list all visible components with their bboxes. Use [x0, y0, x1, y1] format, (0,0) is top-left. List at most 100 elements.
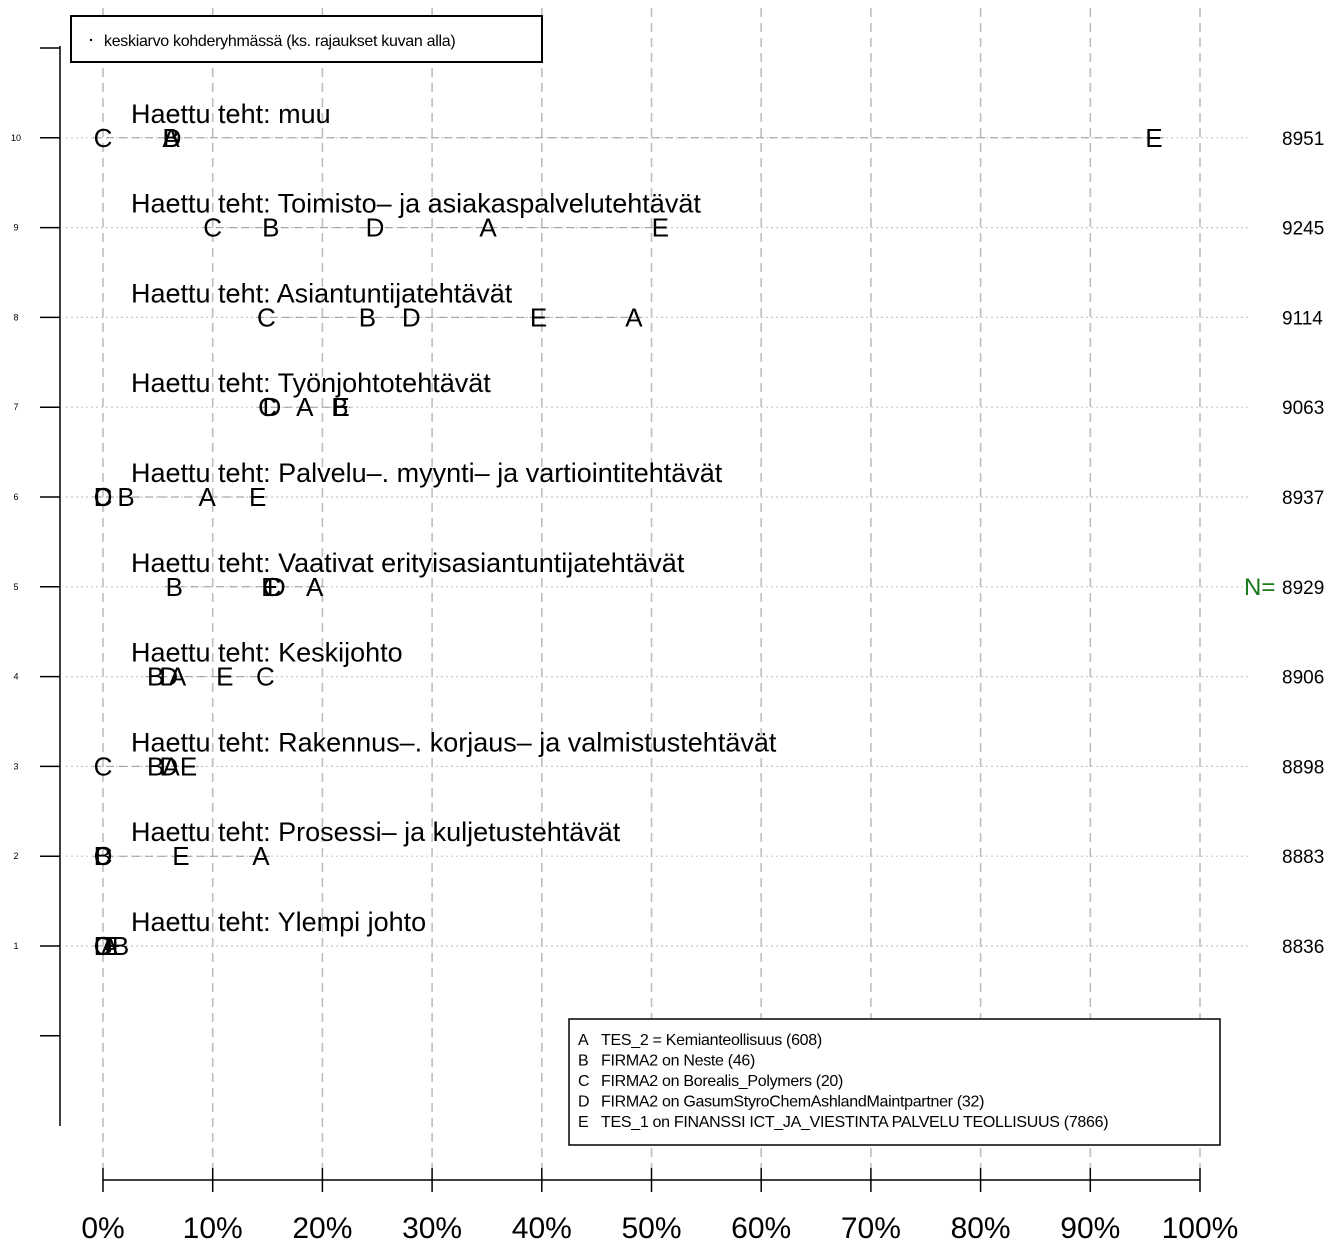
- category-title: Haettu teht: Keskijohto: [131, 638, 403, 668]
- marker-d: D: [263, 392, 282, 422]
- marker-a: A: [306, 572, 324, 602]
- category-title: Haettu teht: muu: [131, 99, 331, 129]
- legend-label: TES_2 = Kemianteollisuus (608): [601, 1032, 822, 1049]
- marker-c: C: [263, 572, 282, 602]
- marker-d: D: [402, 302, 421, 332]
- category-title: Haettu teht: Vaativat erityisasiantuntij…: [131, 548, 685, 578]
- marker-c: C: [94, 123, 113, 153]
- legend: A TES_2 = Kemianteollisuus (608) B FIRMA2 o…: [568, 1018, 1221, 1146]
- marker-a: A: [101, 931, 119, 961]
- n-value: 8883: [1282, 847, 1324, 868]
- n-value: 8937: [1282, 488, 1324, 509]
- n-value: 9114: [1282, 308, 1323, 329]
- category-title: Haettu teht: Palvelu–. myynti– ja vartio…: [131, 458, 723, 488]
- y-tick-label: 3: [13, 761, 18, 771]
- marker-b: B: [94, 841, 111, 871]
- legend-key: B: [578, 1053, 588, 1070]
- category-title: Haettu teht: Asiantuntijatehtävät: [131, 278, 513, 308]
- n-value: 9245: [1282, 219, 1324, 240]
- legend-key: A: [578, 1032, 589, 1049]
- category-title: Haettu teht: Toimisto– ja asiakaspalvelu…: [131, 189, 701, 219]
- y-tick-label: 10: [11, 133, 21, 143]
- top-legend-text: keskiarvo kohderyhmässä (ks. rajaukset k…: [104, 33, 455, 50]
- n-values: 8951 9245 9114 9063 8937 8929 N= 8906 8898 8883 88…: [1244, 129, 1324, 958]
- marker-e: E: [172, 841, 189, 871]
- x-tick-label: 40%: [512, 1212, 572, 1240]
- marker-a: A: [169, 662, 187, 692]
- legend-box: [568, 1018, 1221, 1146]
- marker-e: E: [652, 213, 669, 243]
- marker-e: E: [530, 302, 547, 332]
- marker-c: C: [94, 931, 113, 961]
- marker-e: E: [216, 662, 233, 692]
- marker-b: B: [331, 392, 348, 422]
- n-value: 9063: [1282, 398, 1324, 419]
- marker-c: C: [203, 213, 222, 243]
- grid: [66, 8, 1248, 1168]
- category-titles: Haettu teht: muu Haettu teht: Toimisto– j…: [131, 99, 777, 937]
- n-value: 8929: [1282, 578, 1324, 599]
- y-tick-label: 4: [13, 672, 18, 682]
- marker-a: A: [296, 392, 314, 422]
- marker-d: D: [267, 572, 286, 602]
- marker-a: A: [199, 482, 217, 512]
- top-legend: keskiarvo kohderyhmässä (ks. rajaukset k…: [70, 15, 543, 63]
- marker-d: D: [94, 841, 113, 871]
- marker-a: A: [479, 213, 497, 243]
- category-title: Haettu teht: Ylempi johto: [131, 907, 426, 937]
- x-tick-label: 0%: [81, 1212, 124, 1240]
- marker-e: E: [261, 572, 278, 602]
- marker-b: B: [166, 572, 183, 602]
- legend-label: FIRMA2 on GasumStyroChemAshlandMaintpart…: [601, 1094, 984, 1111]
- marker-c: C: [94, 751, 113, 781]
- marker-d: D: [159, 751, 178, 781]
- x-tick-label: 80%: [951, 1212, 1011, 1240]
- legend-label: TES_1 on FINANSSI ICT_JA_VIESTINTA PALVE…: [601, 1114, 1108, 1131]
- y-tick-label: 1: [13, 941, 18, 951]
- marker-d: D: [94, 482, 113, 512]
- category-title: Haettu teht: Rakennus–. korjaus– ja valm…: [131, 727, 777, 757]
- marker-b: B: [359, 302, 376, 332]
- marker-d: D: [94, 931, 113, 961]
- x-tick-label: 10%: [183, 1212, 243, 1240]
- mean-dot-icon: [89, 38, 93, 42]
- n-value: 8906: [1282, 668, 1324, 689]
- marker-d: D: [366, 213, 385, 243]
- marker-b: B: [262, 213, 279, 243]
- marker-e: E: [249, 482, 266, 512]
- marker-a: A: [162, 751, 180, 781]
- x-tick-label: 90%: [1060, 1212, 1120, 1240]
- legend-label: FIRMA2 on Borealis_Polymers (20): [601, 1073, 843, 1090]
- x-tick-label: 50%: [621, 1212, 681, 1240]
- x-tick-label: 100%: [1162, 1212, 1239, 1240]
- y-tick-label: 5: [13, 582, 18, 592]
- marker-d: D: [159, 662, 178, 692]
- marker-d: D: [163, 123, 182, 153]
- y-tick-label: 9: [13, 223, 18, 233]
- marker-c: C: [94, 841, 113, 871]
- marker-b: B: [117, 482, 134, 512]
- marker-e: E: [332, 392, 349, 422]
- marker-c: C: [258, 392, 277, 422]
- x-tick-label: 70%: [841, 1212, 901, 1240]
- category-title: Haettu teht: Prosessi– ja kuljetustehtäv…: [131, 817, 621, 847]
- marker-c: C: [94, 482, 113, 512]
- y-tick-label: 7: [13, 402, 18, 412]
- marker-b: B: [147, 751, 164, 781]
- n-value: 8898: [1282, 757, 1324, 778]
- legend-key: C: [578, 1073, 589, 1090]
- x-tick-label: 60%: [731, 1212, 791, 1240]
- y-tick-label: 2: [13, 851, 18, 861]
- marker-c: C: [256, 662, 275, 692]
- marker-a: A: [625, 302, 643, 332]
- marker-b: B: [112, 931, 129, 961]
- n-value: 8836: [1282, 937, 1324, 958]
- marker-a: A: [162, 123, 180, 153]
- x-tick-label: 20%: [292, 1212, 352, 1240]
- spread-lines: [93, 137, 1164, 947]
- legend-key: D: [578, 1094, 589, 1111]
- y-tick-label: 8: [13, 312, 18, 322]
- y-tick-label: 6: [13, 492, 18, 502]
